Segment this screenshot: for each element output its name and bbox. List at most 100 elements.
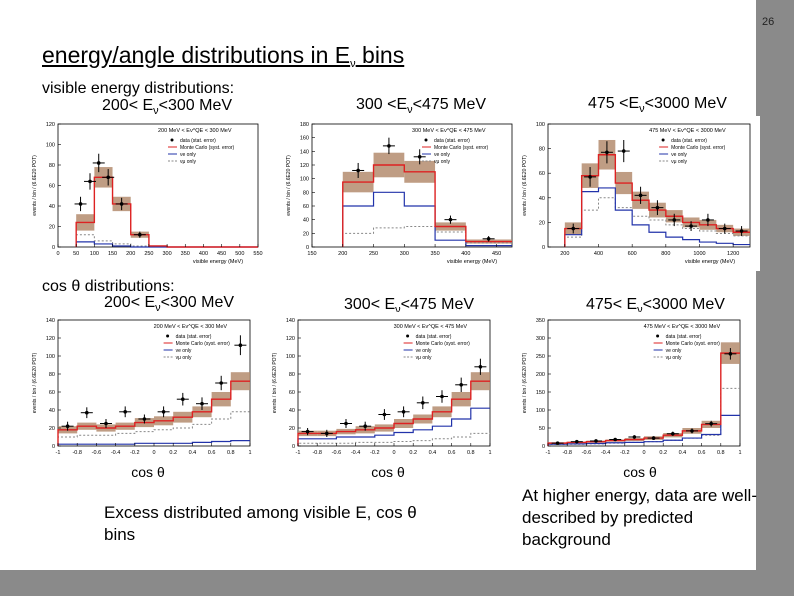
cos-axis-label-1: cos θ (118, 461, 178, 483)
x-tick-label: 0 (392, 450, 395, 456)
data-point (605, 150, 609, 155)
bin-header-top-2-post: <475 MeV (412, 96, 487, 113)
y-tick-label: 40 (49, 204, 55, 210)
data-point (142, 417, 147, 421)
bin-header-top-1-sub: ν (153, 105, 159, 117)
plot-frame (311, 123, 513, 248)
y-tick-label: 40 (49, 408, 55, 414)
legend-marker (406, 334, 410, 338)
data-point (181, 397, 185, 401)
chart-svg-cos-bin1: -1 -0.8 -0.6 -0.4 -0.2 0 0.2 0.4 0.6 0.8 1 0 20 40 60 8… (32, 318, 252, 456)
x-tick-label: -0.2 (370, 450, 379, 456)
plot-energy-bin1: 0 50 100 150 200 250 300 350 400 450 500 550 0 20 40 60… (28, 116, 268, 271)
x-tick-label: 100 (90, 251, 99, 257)
y-tick-label: 20 (303, 231, 309, 237)
legend-entry: Monte Carlo (syst. error) (176, 341, 231, 347)
x-axis-label: visible energy (MeV) (685, 259, 735, 265)
data-point (88, 179, 92, 184)
legend-entry: data (stat. error) (666, 334, 702, 340)
plot-cos-bin1: -1 -0.8 -0.6 -0.4 -0.2 0 0.2 0.4 0.6 0.8 1 0 20 40 60 8… (28, 312, 260, 464)
data-point (363, 424, 367, 428)
y-tick-label: 40 (539, 196, 545, 202)
data-point (621, 149, 626, 153)
visible-energy-label: visible energy distributions: (42, 80, 235, 97)
plot-cos-bin3: -1 -0.8 -0.6 -0.4 -0.2 0 0.2 0.4 0.6 0.8 1 0 50 100 15… (518, 312, 750, 464)
data-point (421, 401, 425, 405)
legend-entry: Monte Carlo (syst. error) (180, 145, 235, 151)
cos-label: cos θ distributions: (42, 278, 175, 295)
y-tick-label: 350 (536, 318, 545, 324)
data-point (417, 155, 422, 159)
x-tick-label: 600 (628, 251, 637, 257)
legend-marker (424, 138, 428, 142)
x-tick-label: 150 (307, 251, 316, 257)
y-tick-label: 60 (49, 390, 55, 396)
data-point (588, 175, 592, 179)
y-tick-label: 40 (289, 408, 295, 414)
x-tick-label: 1200 (727, 251, 739, 257)
x-tick-label: 0.4 (189, 450, 197, 456)
y-axis-label: events / bin / (6.6E20 POT) (32, 155, 38, 216)
data-point (119, 202, 124, 206)
slide-title-sub: ν (350, 58, 356, 70)
y-tick-label: 20 (49, 426, 55, 432)
data-point (387, 144, 391, 148)
mc-prediction-line (297, 380, 490, 446)
data-point (594, 439, 598, 443)
x-tick-label: 0.6 (208, 450, 216, 456)
y-tick-label: 0 (292, 444, 295, 450)
y-tick-label: 100 (286, 354, 295, 360)
legend-entry: νe only (666, 348, 682, 354)
y-tick-label: 0 (542, 444, 545, 450)
x-tick-label: -0.4 (601, 450, 610, 456)
legend-marker (170, 138, 174, 142)
x-tick-label: 0.8 (717, 450, 725, 456)
chart-svg-cos-bin2: -1 -0.8 -0.6 -0.4 -0.2 0 0.2 0.4 0.6 0.8 1 0 20 40 60 8… (272, 318, 492, 456)
plot-title: 200 MeV < Eν^QE < 300 MeV (158, 128, 232, 134)
y-tick-label: 60 (49, 184, 55, 190)
data-point (440, 394, 444, 399)
legend-entry: Monte Carlo (syst. error) (671, 145, 726, 151)
x-tick-label: -0.8 (312, 450, 321, 456)
y-tick-label: 80 (539, 147, 545, 153)
chart-svg-energy-bin2: 150 200 250 300 350 400 450 0 20 40 60 80 100 120 140 1… (286, 122, 513, 265)
y-axis-label: events / bin / (6.6E20 POT) (522, 352, 528, 413)
bin-header-top-3-pre: 475 <E (588, 95, 640, 112)
bin-header-bottom-3: 475< Eν<3000 MeV (586, 296, 725, 316)
page-number: 26 (762, 16, 775, 28)
x-tick-label: 1000 (693, 251, 705, 257)
data-point (722, 226, 727, 231)
mc-prediction-line (57, 380, 250, 446)
y-tick-label: 140 (300, 149, 309, 155)
x-tick-label: 200 (560, 251, 569, 257)
y-tick-label: 60 (289, 390, 295, 396)
bin-header-bottom-2: 300< Eν<475 MeV (344, 296, 474, 316)
legend-entry: νμ only (434, 159, 450, 165)
bin-header-bottom-2-post: <475 MeV (400, 296, 475, 313)
y-tick-label: 120 (286, 336, 295, 342)
y-axis-label: events / bin / (6.6E20 POT) (522, 155, 528, 216)
bin-header-top-2: 300 <Eν<475 MeV (356, 96, 486, 116)
legend-entry: data (stat. error) (416, 334, 452, 340)
legend-entry: νμ only (180, 159, 196, 165)
cos-axis-label-3: cos θ (610, 461, 670, 483)
plot-title: 475 MeV < Eν^QE < 3000 MeV (649, 128, 726, 134)
data-point (104, 421, 108, 426)
x-tick-label: -0.8 (562, 450, 571, 456)
plot-energy-bin3: 200 400 600 800 1000 1200 0 20 40 60 80 100 visible … (518, 116, 760, 271)
x-tick-label: -1 (546, 450, 551, 456)
y-tick-label: 200 (536, 372, 545, 378)
data-point (638, 193, 643, 198)
legend-entry: νμ only (416, 355, 432, 361)
x-tick-label: 300 (400, 251, 409, 257)
y-tick-label: 20 (49, 225, 55, 231)
data-point (161, 410, 166, 414)
legend-entry: data (stat. error) (176, 334, 212, 340)
x-tick-label: 0.6 (448, 450, 456, 456)
bin-header-bottom-2-pre: 300< E (344, 296, 396, 313)
bin-header-bottom-1-post: <300 MeV (160, 294, 235, 311)
x-tick-label: 250 (144, 251, 153, 257)
bin-header-bottom-3-post: <3000 MeV (642, 296, 725, 313)
plot-title: 200 MeV < Eν^QE < 300 MeV (154, 324, 228, 330)
